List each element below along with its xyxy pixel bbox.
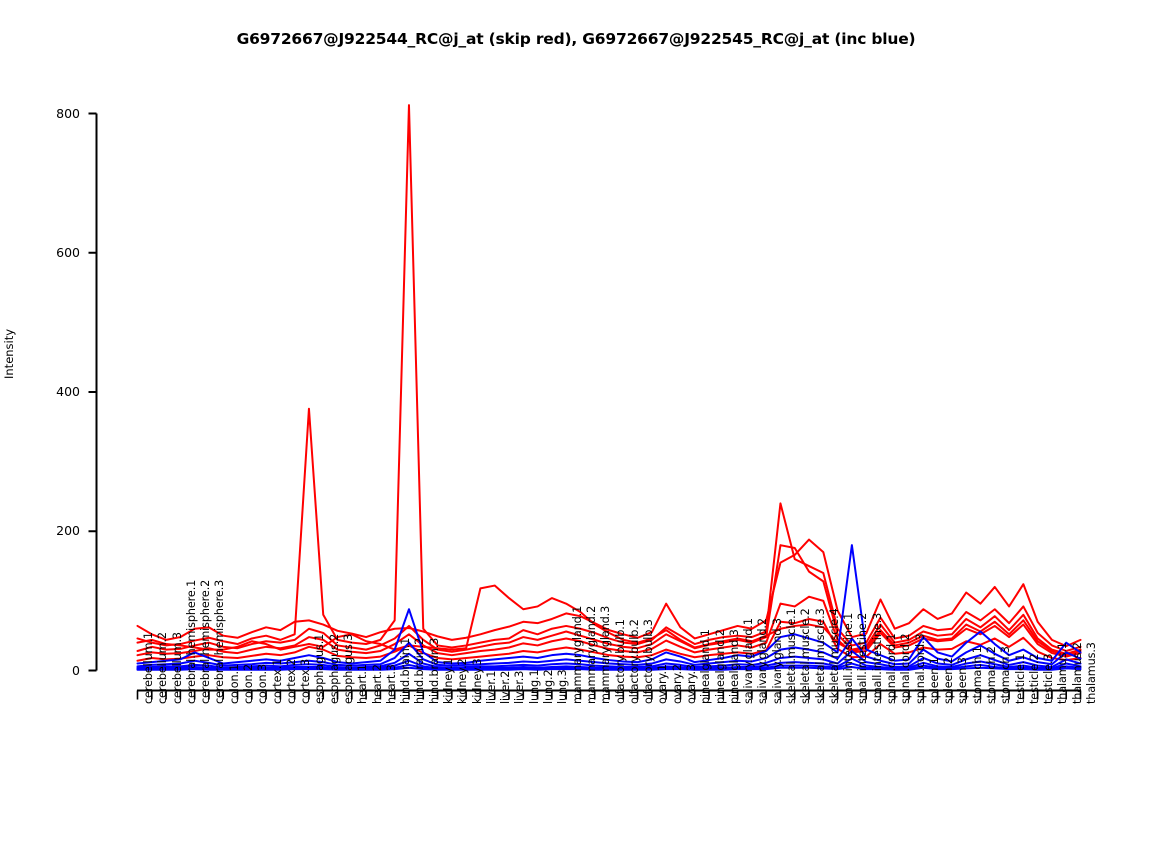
y-tick-label: 200	[56, 523, 80, 539]
series-line	[136, 544, 1082, 655]
series-line	[136, 657, 1082, 670]
y-tick-label: 600	[56, 244, 80, 260]
y-tick-label: 400	[56, 384, 80, 399]
series-line	[136, 637, 1082, 668]
series-line	[136, 666, 1082, 671]
series-line	[136, 544, 1082, 665]
y-tick-label: 800	[56, 105, 80, 121]
series-line	[136, 595, 1082, 658]
series-line	[136, 617, 1082, 662]
page-title: G6972667@J922544_RC@j_at (skip red), G69…	[236, 30, 916, 48]
series-line	[136, 584, 1082, 657]
series-line	[136, 650, 1082, 669]
y-tick-label: 0	[72, 662, 80, 678]
series-line	[136, 104, 1082, 652]
